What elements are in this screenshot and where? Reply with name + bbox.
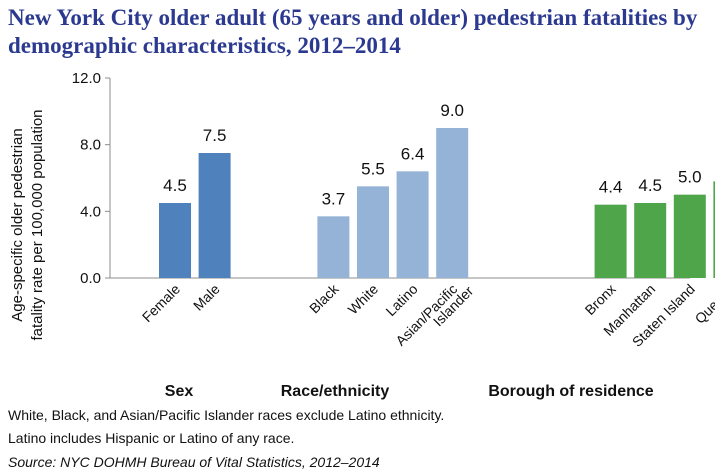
source-note: Source: NYC DOHMH Bureau of Vital Statis… (8, 454, 380, 470)
bar (713, 181, 715, 278)
category-label: Queens (692, 281, 715, 327)
data-label: 5.5 (361, 159, 385, 178)
category-label: Female (139, 281, 183, 325)
footnote-race: White, Black, and Asian/Pacific Islander… (8, 407, 445, 423)
data-label: 5.0 (678, 168, 702, 187)
group-label: Borough of residence (488, 383, 653, 400)
footnote-latino: Latino includes Hispanic or Latino of an… (8, 430, 295, 446)
bar (673, 194, 706, 278)
data-label: 4.5 (638, 176, 662, 195)
bar (634, 203, 667, 278)
data-label: 3.7 (322, 189, 346, 208)
category-label: White (344, 281, 381, 318)
data-label: 7.5 (203, 126, 227, 145)
category-label: Bronx (582, 281, 619, 318)
chart-title: New York City older adult (65 years and … (8, 5, 698, 58)
y-tick-label: 4.0 (80, 203, 101, 220)
y-tick-label: 12.0 (72, 70, 101, 87)
bar (594, 204, 627, 278)
y-axis-title-line1: Age-specific older pedestrian (9, 128, 26, 321)
bar (396, 171, 429, 278)
category-label: Black (306, 280, 342, 316)
bar (198, 153, 231, 278)
y-tick-label: 0.0 (80, 270, 101, 287)
bar-chart: 0.0 4.0 8.0 12.0 Age-specific older pedestri… (9, 70, 715, 400)
data-label: 4.5 (163, 176, 187, 195)
bar (357, 186, 389, 278)
category-label: Male (190, 281, 223, 314)
group-label: Sex (165, 383, 194, 400)
bar (159, 203, 191, 278)
data-label: 4.4 (599, 178, 623, 197)
y-axis-title-line2: fatality rate per 100,000 population (29, 110, 46, 341)
group-label: Race/ethnicity (281, 383, 390, 400)
data-label: 6.4 (401, 144, 425, 163)
y-tick-label: 8.0 (80, 137, 101, 154)
bar (436, 128, 469, 278)
bar (317, 216, 350, 278)
data-label: 9.0 (440, 101, 464, 120)
